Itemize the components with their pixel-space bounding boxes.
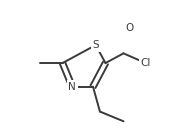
Text: O: O: [125, 23, 133, 33]
Text: N: N: [68, 82, 76, 92]
Text: Cl: Cl: [140, 58, 151, 68]
Text: S: S: [92, 40, 99, 50]
